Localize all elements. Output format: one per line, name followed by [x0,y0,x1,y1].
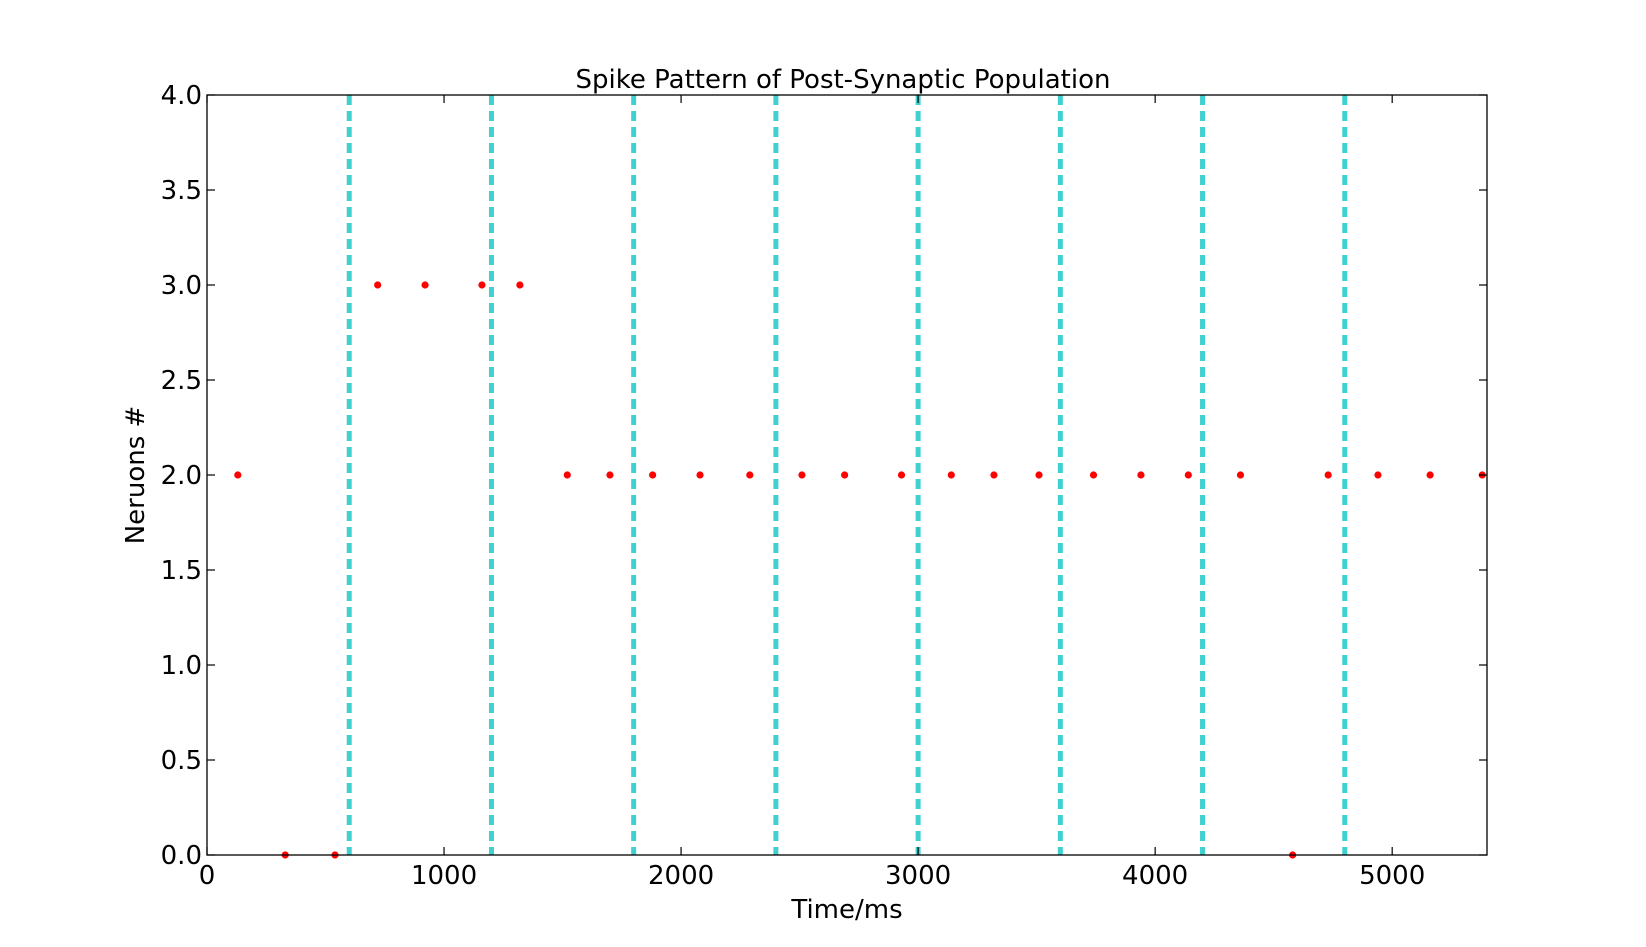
x-tick-label: 1000 [411,861,477,891]
y-tick-label: 1.0 [161,651,202,681]
y-tick-label: 3.0 [161,271,202,301]
spike-point [696,471,704,479]
y-axis-label: Neruons # [121,406,151,545]
y-tick-label: 2.0 [161,461,202,491]
spike-point [1374,471,1382,479]
spike-point [1089,471,1098,479]
y-tick-label: 0.5 [161,746,202,776]
spike-point [798,471,806,479]
x-tick-label: 2000 [648,861,714,891]
y-tick-label: 2.5 [161,366,202,396]
x-tick-label: 5000 [1359,861,1425,891]
x-tick-label: 3000 [885,861,951,891]
axis-ticks: 0 1000 2000 3000 4000 5000 0.0 0.5 1.0 1.5 2.0 2.5 3… [161,81,1487,891]
spike-point [1035,471,1043,479]
y-tick-label: 4.0 [161,81,202,111]
y-tick-label: 0.0 [161,841,202,871]
spike-point [1324,471,1332,479]
spike-point [563,471,571,479]
spike-point [374,281,382,289]
spike-point [421,281,429,289]
spike-point [990,471,998,479]
spike-points [234,281,1486,859]
spike-point [947,471,955,479]
spike-point [606,471,614,479]
spike-point [841,471,849,479]
y-tick-label: 1.5 [161,556,202,586]
spike-point [746,471,754,479]
spike-point [1426,471,1434,479]
spike-point [649,471,657,479]
x-axis-label: Time/ms [790,895,902,925]
spike-point [897,471,906,479]
y-tick-label: 3.5 [161,176,202,206]
spike-point [1137,471,1145,479]
x-tick-label: 0 [199,861,216,891]
chart-title: Spike Pattern of Post-Synaptic Populatio… [576,65,1111,95]
stimulus-lines [346,95,1348,855]
x-tick-label: 4000 [1122,861,1188,891]
spike-point [1184,471,1192,479]
spike-point [1236,471,1245,479]
spike-point [478,281,486,289]
spike-point [234,471,242,479]
spike-point [516,281,524,289]
